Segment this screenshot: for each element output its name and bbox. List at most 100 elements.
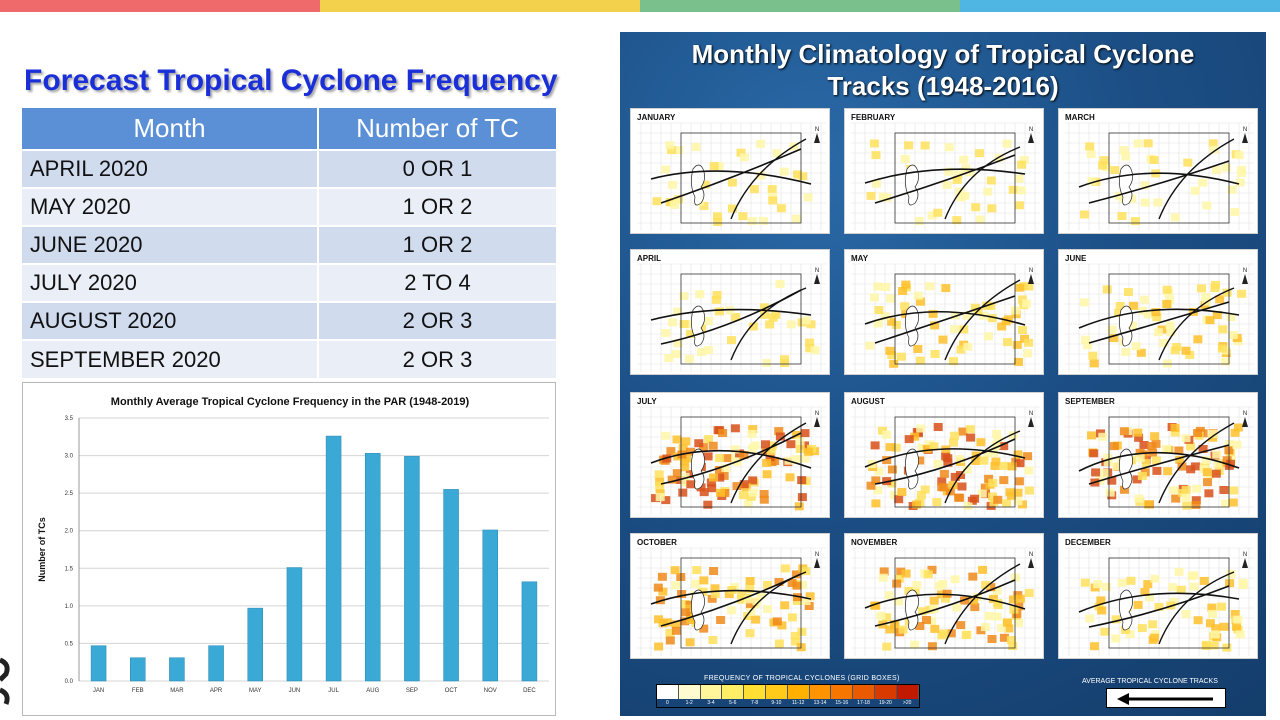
table-row: SEPTEMBER 2020 2 OR 3 [22,339,556,378]
legend-swatch: 3-4 [700,685,723,706]
legend-swatch: 11-12 [787,685,810,706]
y-tick-label: 2.5 [65,491,74,497]
x-tick-label: DEC [523,688,536,694]
legend-swatch-label: 11-12 [791,700,805,706]
tc-count-cell: 1 OR 2 [318,225,556,264]
tc-count-cell: 2 OR 3 [318,301,556,340]
climatology-figure: Monthly Climatology of Tropical Cyclone … [620,32,1266,716]
month-cell: APRIL 2020 [22,149,319,188]
legend-swatch-label: 1-2 [685,700,693,706]
bar-oct [443,489,459,682]
x-tick-label: FEB [132,688,144,694]
panel-label: AUGUST [851,397,885,406]
panel-october: N OCTOBER [630,533,830,659]
panel-map: N [851,547,1040,656]
legend-swatch-label: 9-10 [771,700,782,706]
x-tick-label: SEP [406,688,418,694]
svg-text:N: N [1029,411,1033,417]
panel-february: N FEBRUARY [844,108,1044,234]
chart-title: Monthly Average Tropical Cyclone Frequen… [111,396,470,408]
x-tick-label: APR [210,688,223,694]
bar-apr [208,645,224,682]
y-tick-label: 3.5 [65,416,74,422]
bar-sep [404,456,420,682]
avg-tracks-legend [1106,688,1226,708]
top-color-bar [0,0,1280,12]
legend-swatch: 0 [657,685,679,706]
panel-map: N [851,122,1040,231]
legend-swatch: 17-18 [853,685,875,706]
svg-text:N: N [1029,552,1033,558]
panel-map: N [1065,406,1254,515]
bar-dec [521,581,538,682]
panel-january: N JANUARY [630,108,830,234]
month-cell: SEPTEMBER 2020 [22,339,319,378]
logo-fragment [0,650,12,710]
legend-swatch: 19-20 [874,685,897,706]
panel-december: N DECEMBER [1058,533,1258,659]
x-tick-label: AUG [366,688,379,694]
panel-label: MARCH [1065,113,1095,122]
table-row: JULY 2020 2 TO 4 [22,263,556,302]
x-tick-label: JAN [93,688,104,694]
panel-label: NOVEMBER [851,538,898,547]
climatology-title: Monthly Climatology of Tropical Cyclone … [620,38,1266,102]
panel-map: N [851,263,1040,372]
tc-count-cell: 2 TO 4 [318,263,556,302]
x-tick-label: OCT [445,688,458,694]
legend-swatch: 15-16 [831,685,854,706]
legend-swatch: 1-2 [678,685,701,706]
legend-swatch-label: 17-18 [857,700,870,706]
tc-count-cell: 2 OR 3 [318,339,556,378]
panel-april: N APRIL [630,249,830,375]
frequency-legend: 0 1-2 3-4 5-6 7-8 9-10 11-12 13-14 15-16 17-18 19-… [656,684,920,708]
legend-swatch: 5-6 [722,685,745,706]
tc-count-cell: 1 OR 2 [318,187,556,226]
header-month: Month [22,108,319,150]
month-cell: AUGUST 2020 [22,301,319,340]
panel-map: N [637,547,826,656]
svg-text:N: N [1029,268,1033,274]
panel-map: N [637,406,826,515]
panel-label: FEBRUARY [851,113,896,122]
x-tick-label: JUL [328,688,339,694]
panel-november: N NOVEMBER [844,533,1044,659]
arrow-left-icon [1117,693,1129,705]
panel-label: APRIL [637,254,661,263]
tc-count-cell: 0 OR 1 [318,149,556,188]
slide-title: Forecast Tropical Cyclone Frequency [24,64,558,97]
svg-text:N: N [1243,268,1247,274]
bar-may [247,607,263,682]
table-row: APRIL 2020 0 OR 1 [22,149,556,188]
panel-label: SEPTEMBER [1065,397,1115,406]
panel-label: MAY [851,254,869,263]
svg-text:N: N [1029,127,1033,133]
y-tick-label: 2.0 [65,529,74,535]
y-tick-label: 1.0 [65,604,74,610]
x-tick-label: NOV [484,688,497,694]
panel-august: N AUGUST [844,392,1044,518]
panel-map: N [1065,263,1254,372]
svg-text:N: N [815,127,819,133]
panel-label: DECEMBER [1065,538,1111,547]
panel-may: N MAY [844,249,1044,375]
x-tick-label: MAY [249,688,262,694]
table-row: AUGUST 2020 2 OR 3 [22,301,556,340]
bar-mar [169,657,185,682]
legend-swatch-label: 3-4 [707,700,715,706]
legend-swatch-label: 7-8 [750,700,759,706]
bar-jan [90,645,107,682]
x-tick-label: JUN [289,688,301,694]
panel-label: JULY [637,397,657,406]
climatology-title-line1: Monthly Climatology of Tropical Cyclone [691,39,1195,69]
panel-september: N SEPTEMBER [1058,392,1258,518]
panel-june: N JUNE [1058,249,1258,375]
panel-label: OCTOBER [637,538,677,547]
panel-map: N [637,263,826,372]
svg-text:N: N [815,268,819,274]
forecast-table: Month Number of TC APRIL 2020 0 OR 1 MAY… [22,108,556,378]
legend-swatch-label: >20 [902,700,912,706]
bar-chart-svg: Monthly Average Tropical Cyclone Frequen… [37,396,549,694]
legend-swatch-label: 15-16 [835,700,849,706]
legend-swatch: 9-10 [765,685,788,706]
